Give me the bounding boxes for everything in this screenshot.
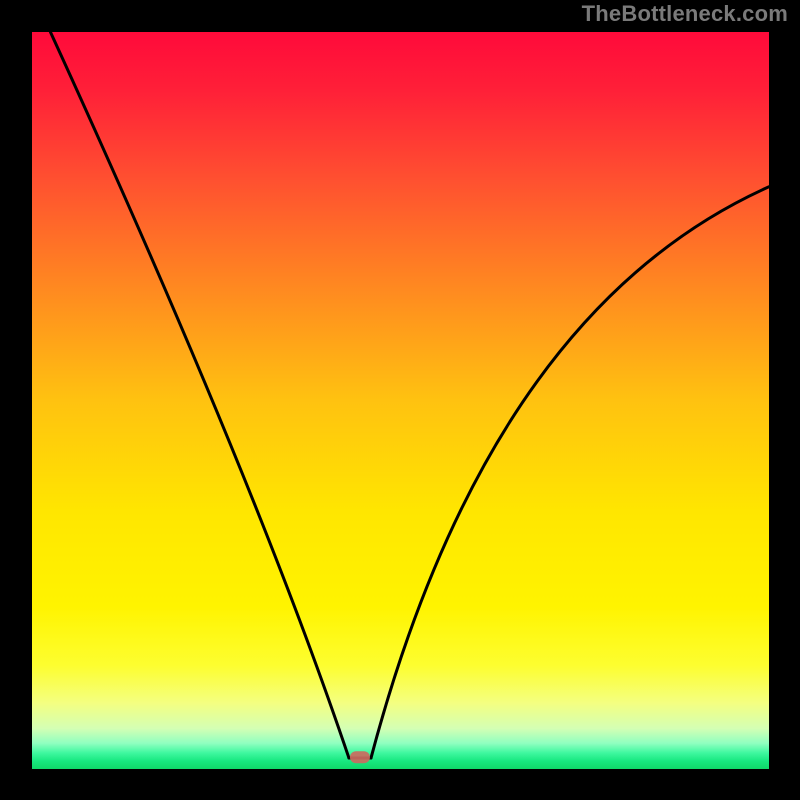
chart-container: TheBottleneck.com — [0, 0, 800, 800]
watermark-text: TheBottleneck.com — [582, 1, 788, 27]
plot-area — [32, 32, 769, 769]
plot-svg — [32, 32, 769, 769]
minimum-marker — [350, 751, 370, 763]
